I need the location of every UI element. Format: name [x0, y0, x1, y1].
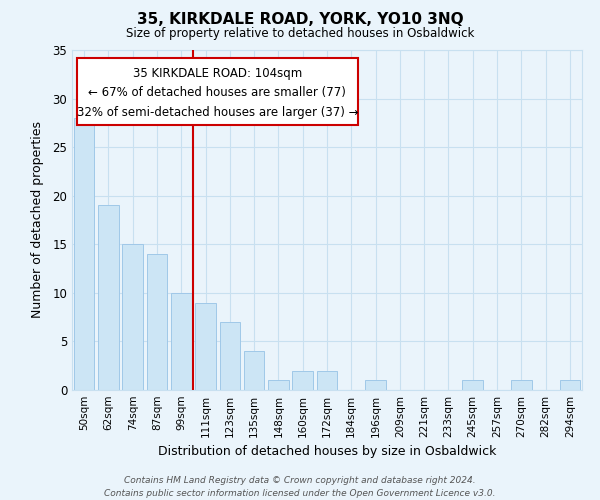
Y-axis label: Number of detached properties: Number of detached properties [31, 122, 44, 318]
Text: 35, KIRKDALE ROAD, YORK, YO10 3NQ: 35, KIRKDALE ROAD, YORK, YO10 3NQ [137, 12, 463, 28]
Bar [98, 206, 119, 390]
Bar [220, 322, 240, 390]
Text: 35 KIRKDALE ROAD: 104sqm: 35 KIRKDALE ROAD: 104sqm [133, 66, 302, 80]
Bar [463, 380, 483, 390]
Text: Contains HM Land Registry data © Crown copyright and database right 2024.
Contai: Contains HM Land Registry data © Crown c… [104, 476, 496, 498]
Bar [244, 351, 265, 390]
Bar [146, 254, 167, 390]
Text: Size of property relative to detached houses in Osbaldwick: Size of property relative to detached ho… [126, 28, 474, 40]
Text: 32% of semi-detached houses are larger (37) →: 32% of semi-detached houses are larger (… [77, 106, 358, 120]
Bar [560, 380, 580, 390]
Bar [74, 118, 94, 390]
Bar [317, 370, 337, 390]
Bar [511, 380, 532, 390]
Bar [171, 293, 191, 390]
Bar [365, 380, 386, 390]
Bar [122, 244, 143, 390]
X-axis label: Distribution of detached houses by size in Osbaldwick: Distribution of detached houses by size … [158, 446, 496, 458]
FancyBboxPatch shape [77, 58, 358, 125]
Bar [268, 380, 289, 390]
Text: ← 67% of detached houses are smaller (77): ← 67% of detached houses are smaller (77… [88, 86, 346, 100]
Bar [195, 302, 216, 390]
Bar [292, 370, 313, 390]
